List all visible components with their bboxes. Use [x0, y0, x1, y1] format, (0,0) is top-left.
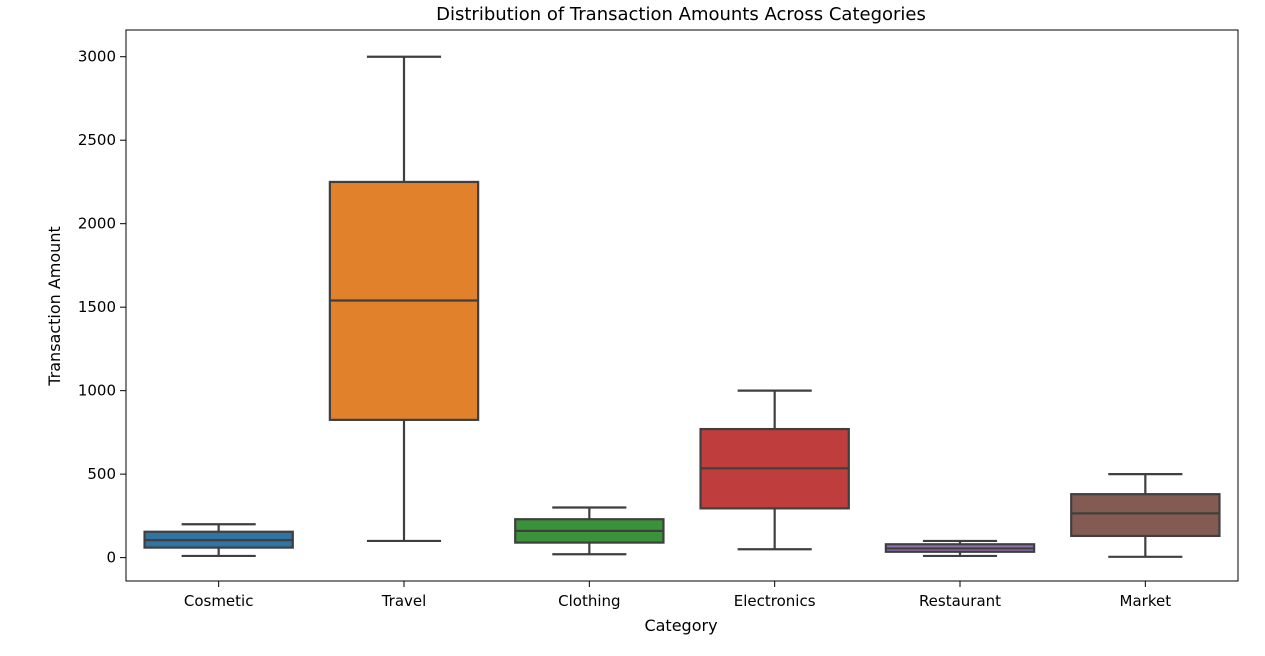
y-tick-label: 2000: [78, 215, 116, 233]
x-axis: Cosmetic Travel Clothing Electronics Restaur…: [184, 581, 1171, 610]
chart-title: Distribution of Transaction Amounts Acro…: [436, 4, 926, 25]
y-tick-label: 500: [87, 465, 116, 483]
y-tick-label: 3000: [78, 48, 116, 66]
boxes-group: [143, 55, 1221, 558]
x-tick-label: Market: [1120, 592, 1172, 610]
box-clothing: [514, 506, 665, 556]
plot-area-frame: [125, 29, 1239, 582]
y-tick-label: 0: [106, 549, 116, 567]
x-tick-label: Electronics: [734, 592, 816, 610]
y-axis: 0 500 1000 1500 2000 2500 3000: [78, 48, 126, 567]
box-restaurant: [884, 539, 1036, 558]
y-axis-label: Transaction Amount: [45, 226, 64, 387]
y-tick-label: 2500: [78, 131, 116, 149]
y-tick-label: 1000: [78, 382, 116, 400]
box-travel: [328, 55, 480, 543]
y-tick-label: 1500: [78, 298, 116, 316]
iqr-box: [1070, 493, 1221, 538]
x-tick-label: Travel: [381, 592, 427, 610]
box-electronics: [699, 389, 850, 551]
x-axis-label: Category: [644, 616, 717, 635]
x-tick-label: Cosmetic: [184, 592, 254, 610]
x-tick-label: Restaurant: [919, 592, 1001, 610]
x-tick-label: Clothing: [558, 592, 620, 610]
box-cosmetic: [143, 523, 294, 558]
box-market: [1070, 473, 1221, 558]
